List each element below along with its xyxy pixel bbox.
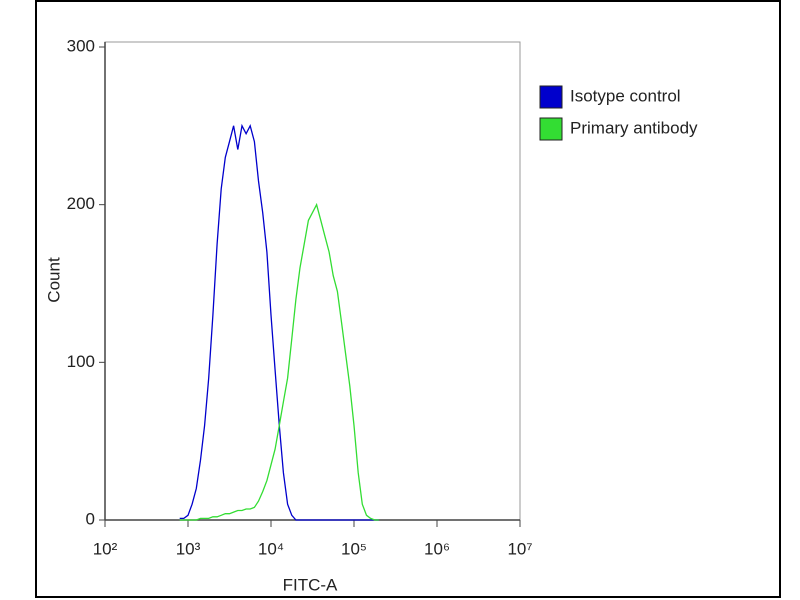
- x-tick-label: 10²: [93, 539, 118, 558]
- frame: [35, 0, 781, 598]
- x-tick-label: 10⁴: [258, 539, 284, 558]
- y-axis-label: Count: [44, 257, 63, 303]
- y-tick-label: 100: [67, 352, 95, 371]
- legend-label: Primary antibody: [570, 118, 698, 137]
- series-line: [179, 202, 379, 521]
- x-tick-label: 10⁶: [424, 539, 450, 558]
- x-tick-label: 10⁵: [341, 539, 367, 558]
- x-tick-label: 10³: [176, 539, 201, 558]
- x-axis-label: FITC-A: [283, 575, 338, 594]
- x-tick-label: 10⁷: [507, 539, 532, 558]
- legend-swatch: [539, 117, 563, 141]
- legend-label: Isotype control: [570, 86, 681, 105]
- y-tick-label: 0: [86, 509, 95, 528]
- y-tick-label: 200: [67, 194, 95, 213]
- y-tick-label: 300: [67, 36, 95, 55]
- legend-swatch: [539, 85, 563, 109]
